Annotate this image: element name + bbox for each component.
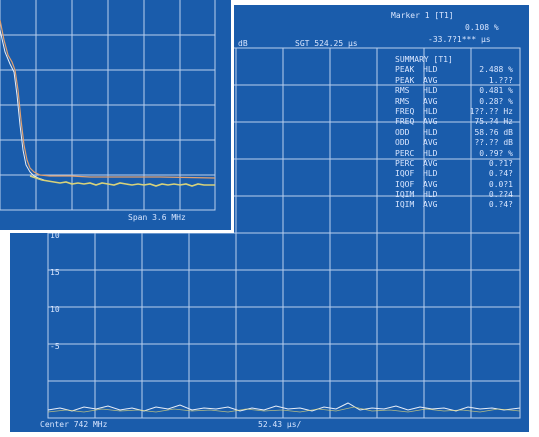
summary-row: IQOF HLD 0.?4? — [395, 169, 513, 179]
summary-name: IQIM — [395, 190, 415, 200]
summary-mode: AVG — [423, 200, 438, 210]
summary-table: SUMMARY [T1] PEAK HLD 2.488 % PEAK AVG 1.??? R… — [395, 55, 513, 211]
summary-name: PERC — [395, 158, 415, 168]
summary-row: IQIM HLD 0.??4 — [395, 190, 513, 200]
summary-row: RMS HLD 0.481 % — [395, 86, 513, 96]
summary-value: 0.?1? — [488, 158, 513, 168]
summary-value: ??.?? dB — [474, 138, 513, 148]
inset-grid-svg — [0, 0, 216, 211]
y-label-low: -5 — [50, 342, 60, 351]
span-per-div-label: 52.43 µs/ — [258, 420, 302, 429]
summary-row: RMS AVG 0.28? % — [395, 96, 513, 107]
summary-name: FREQ — [395, 117, 415, 127]
summary-value: 0.0?1 — [488, 179, 513, 189]
summary-row: PEAK HLD 2.488 % — [395, 65, 513, 75]
summary-row: PEAK AVG 1.??? — [395, 75, 513, 86]
inset-span-label: Span 3.6 MHz — [128, 213, 186, 222]
summary-value: 0.?4? — [488, 200, 513, 210]
summary-row: ODD HLD 58.?6 dB — [395, 127, 513, 138]
sweep-time-label: SGT 524.25 µs — [295, 39, 358, 48]
summary-value: 0.?9? % — [479, 148, 513, 158]
y-label-mid-2: 10 — [50, 305, 60, 314]
y-label-top: 10 — [50, 231, 60, 240]
summary-value: 75.?4 Hz — [474, 117, 513, 127]
summary-mode: AVG — [423, 96, 438, 106]
summary-mode: AVG — [423, 158, 438, 168]
inset-grid — [0, 0, 216, 211]
summary-value: 0.481 % — [479, 86, 513, 96]
summary-name: PEAK — [395, 65, 415, 75]
summary-row: PERC HLD 0.?9? % — [395, 148, 513, 159]
summary-name: PERC — [395, 148, 415, 158]
summary-value: 1.??? — [488, 75, 513, 85]
summary-name: ODD — [395, 127, 410, 137]
summary-title: SUMMARY [T1] — [395, 55, 453, 64]
summary-value: 1??.?? Hz — [469, 106, 513, 116]
summary-mode: AVG — [423, 138, 438, 148]
summary-mode: AVG — [423, 179, 438, 189]
summary-row: FREQ AVG 75.?4 Hz — [395, 117, 513, 127]
summary-name: ODD — [395, 138, 410, 148]
summary-value: 0.28? % — [479, 96, 513, 106]
summary-mode: HLD — [423, 148, 438, 158]
center-frequency-label: Center 742 MHz — [40, 420, 108, 429]
summary-row: PERC AVG 0.?1? — [395, 158, 513, 169]
summary-mode: HLD — [423, 86, 438, 96]
summary-value: 58.?6 dB — [474, 127, 513, 137]
summary-value: 0.?4? — [488, 169, 513, 179]
summary-value: 2.488 % — [479, 65, 513, 75]
marker-value-1: 0.108 % — [465, 23, 499, 32]
summary-name: IQOF — [395, 169, 415, 179]
summary-name: FREQ — [395, 106, 415, 116]
main-noise-trace-2 — [47, 406, 521, 413]
summary-mode: HLD — [423, 65, 438, 75]
summary-name: IQOF — [395, 179, 415, 189]
unit-db-label: dB — [238, 39, 248, 48]
summary-row: ODD AVG ??.?? dB — [395, 138, 513, 148]
inset-trace-white — [0, 29, 45, 181]
summary-mode: AVG — [423, 75, 438, 85]
summary-value: 0.??4 — [488, 190, 513, 200]
inset-analyzer-screen: Span 3.6 MHz — [0, 0, 234, 233]
summary-name: RMS — [395, 86, 410, 96]
y-label-mid-1: 15 — [50, 268, 60, 277]
summary-row: IQOF AVG 0.0?1 — [395, 179, 513, 190]
summary-name: RMS — [395, 96, 410, 106]
summary-row: IQIM AVG 0.?4? — [395, 200, 513, 210]
inset-trace-orange — [0, 19, 216, 179]
summary-mode: HLD — [423, 190, 438, 200]
marker-value-2: -33.7?1*** µs — [428, 35, 491, 44]
summary-row: FREQ HLD 1??.?? Hz — [395, 106, 513, 117]
summary-mode: HLD — [423, 106, 438, 116]
summary-mode: HLD — [423, 127, 438, 137]
summary-rows: PEAK HLD 2.488 % PEAK AVG 1.??? RMS HLD 0.481 % R… — [395, 65, 513, 210]
summary-name: IQIM — [395, 200, 415, 210]
main-noise-trace — [47, 402, 521, 412]
summary-mode: AVG — [423, 117, 438, 127]
inset-trace-yellow — [29, 175, 215, 187]
marker-title: Marker 1 [T1] — [391, 11, 454, 20]
summary-name: PEAK — [395, 75, 415, 85]
summary-mode: HLD — [423, 169, 438, 179]
